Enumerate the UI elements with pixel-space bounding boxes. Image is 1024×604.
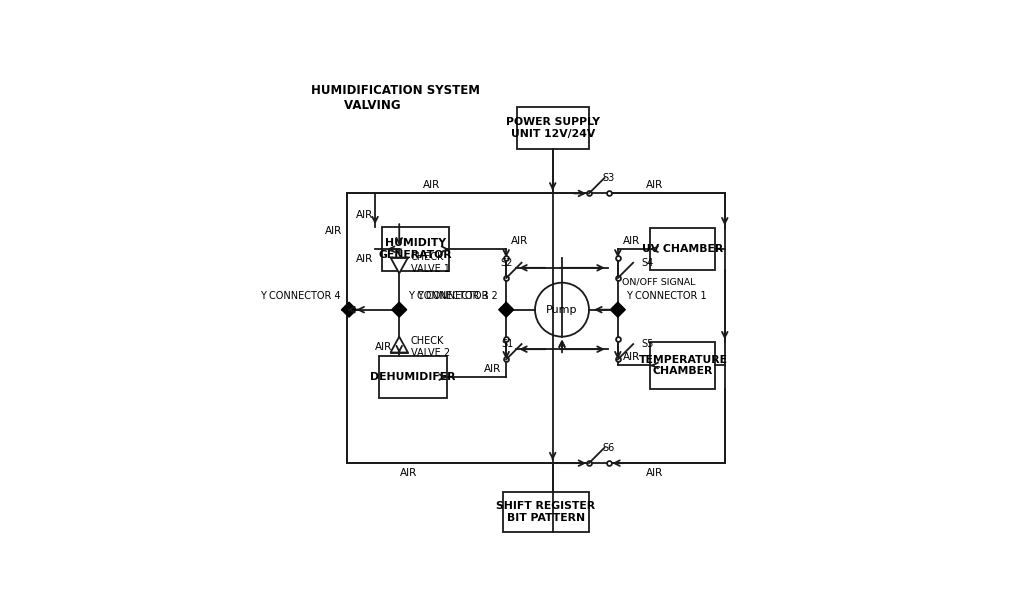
FancyBboxPatch shape: [650, 342, 716, 389]
Text: AIR: AIR: [623, 352, 640, 362]
Text: S6: S6: [602, 443, 614, 453]
Text: Y CONNECTOR 1: Y CONNECTOR 1: [627, 291, 707, 301]
FancyBboxPatch shape: [380, 356, 446, 398]
FancyBboxPatch shape: [382, 227, 450, 271]
Text: AIR: AIR: [484, 364, 502, 374]
Text: Y CONNECTOR 3: Y CONNECTOR 3: [408, 291, 488, 301]
Text: CHECK
VALVE 2: CHECK VALVE 2: [411, 336, 450, 358]
FancyBboxPatch shape: [517, 108, 589, 149]
Text: CHECK
VALVE 1: CHECK VALVE 1: [411, 252, 450, 274]
Text: AIR: AIR: [375, 342, 392, 352]
Text: ON/OFF SIGNAL: ON/OFF SIGNAL: [623, 277, 696, 286]
Polygon shape: [342, 302, 356, 317]
Text: Pump: Pump: [546, 304, 578, 315]
Text: S3: S3: [602, 173, 614, 183]
Text: HUMIDITY
GENERATOR: HUMIDITY GENERATOR: [379, 239, 453, 260]
Text: Y CONNECTOR 4: Y CONNECTOR 4: [260, 291, 341, 301]
Text: AIR: AIR: [623, 236, 640, 246]
Text: AIR: AIR: [423, 180, 440, 190]
Text: HUMIDIFICATION SYSTEM
        VALVING: HUMIDIFICATION SYSTEM VALVING: [311, 84, 480, 112]
Circle shape: [535, 283, 589, 336]
Text: AIR: AIR: [646, 180, 664, 190]
Text: AIR: AIR: [355, 210, 373, 220]
Polygon shape: [499, 302, 514, 317]
Text: AIR: AIR: [355, 254, 373, 263]
FancyBboxPatch shape: [503, 492, 589, 532]
Polygon shape: [390, 336, 408, 353]
Text: S5: S5: [641, 339, 654, 349]
Text: S1: S1: [501, 339, 513, 349]
Text: Y CONNECTOR 2: Y CONNECTOR 2: [417, 291, 498, 301]
Text: DEHUMIDIFER: DEHUMIDIFER: [371, 372, 456, 382]
Text: AIR: AIR: [511, 236, 528, 246]
Text: S2: S2: [501, 258, 513, 268]
Polygon shape: [390, 257, 408, 274]
Text: UV CHAMBER: UV CHAMBER: [642, 244, 724, 254]
Text: AIR: AIR: [646, 468, 664, 478]
Polygon shape: [392, 302, 407, 317]
FancyBboxPatch shape: [650, 228, 716, 270]
Text: S4: S4: [641, 258, 653, 268]
Text: AIR: AIR: [326, 226, 342, 236]
Text: TEMPERATURE
CHAMBER: TEMPERATURE CHAMBER: [638, 355, 727, 376]
Text: POWER SUPPLY
UNIT 12V/24V: POWER SUPPLY UNIT 12V/24V: [506, 118, 600, 139]
Text: AIR: AIR: [400, 468, 417, 478]
Polygon shape: [610, 302, 626, 317]
Text: SHIFT REGISTER
BIT PATTERN: SHIFT REGISTER BIT PATTERN: [497, 501, 595, 523]
